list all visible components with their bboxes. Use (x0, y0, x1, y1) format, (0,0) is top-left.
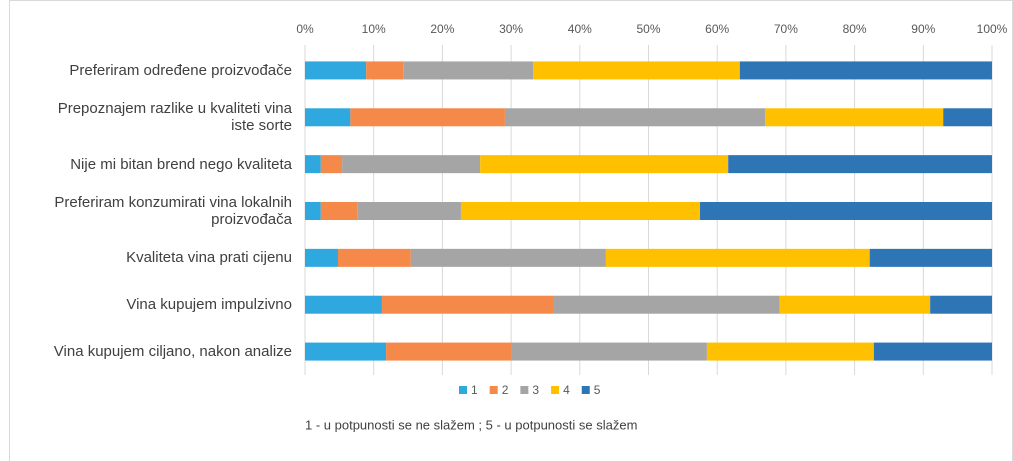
bar-segment (342, 155, 481, 174)
legend-swatch (489, 386, 498, 394)
bar-segment (305, 248, 338, 267)
bar-segment (700, 202, 992, 220)
bar-segment (873, 342, 992, 361)
bar-segment (779, 295, 931, 314)
bar-segment (706, 342, 874, 361)
bar-segment (381, 295, 554, 314)
bar-segment (305, 61, 367, 80)
bar-segment (511, 342, 707, 361)
legend-label: 5 (594, 383, 601, 397)
bar-segment (357, 202, 461, 220)
bar-segment (739, 61, 992, 80)
x-tick-label: 100% (977, 22, 1008, 36)
bar-segment (930, 295, 992, 314)
x-tick-label: 20% (430, 22, 454, 36)
x-tick-label: 70% (774, 22, 798, 36)
bar-segment (320, 155, 343, 174)
bar-segment (480, 155, 729, 174)
x-tick-label: 90% (911, 22, 935, 36)
category-label: Preferiram konzumirati vina lokalnih pro… (54, 194, 292, 228)
legend-label: 1 (471, 383, 478, 397)
bar-segment (305, 202, 321, 220)
category-label: Vina kupujem ciljano, nakon analize (53, 343, 292, 361)
bar-segment (305, 155, 321, 174)
bar-segment (605, 248, 870, 267)
legend-swatch (459, 386, 467, 394)
bar-segment (386, 342, 512, 361)
bar-segment (533, 61, 740, 80)
category-label: Prepoznajem razlike u kvaliteti vina ist… (57, 100, 292, 135)
bar-segment (337, 248, 411, 267)
x-tick-label: 50% (636, 22, 660, 36)
bar-segment (728, 155, 992, 174)
bar-segment (765, 108, 944, 127)
x-tick-label: 60% (705, 22, 729, 36)
legend-label: 3 (532, 383, 539, 397)
bar-segment (305, 342, 387, 361)
bar-segment (403, 61, 534, 80)
legend-swatch (581, 386, 590, 394)
note: 1 - u potpunosti se ne slažem ; 5 - u po… (305, 417, 637, 432)
bar-segment (553, 295, 780, 314)
bar-segment (410, 248, 606, 267)
bar-segment (320, 202, 358, 220)
legend-label: 2 (502, 383, 509, 397)
bar-segment (305, 295, 382, 314)
x-tick-label: 10% (362, 22, 386, 36)
x-tick-label: 80% (843, 22, 867, 36)
legend-swatch (551, 386, 560, 394)
bar-segment (869, 248, 992, 267)
legend-swatch (520, 386, 529, 394)
bar-segment (943, 108, 992, 127)
category-label: Vina kupujem impulzivno (126, 296, 292, 314)
bar-segment (350, 108, 505, 127)
bar-segment (366, 61, 404, 80)
category-label: Kvaliteta vina prati cijenu (126, 249, 292, 267)
x-tick-label: 40% (568, 22, 592, 36)
x-tick-label: 0% (296, 22, 314, 36)
category-label: Nije mi bitan brend nego kvaliteta (70, 155, 292, 173)
x-tick-label: 30% (499, 22, 523, 36)
bar-segment (504, 108, 766, 127)
category-label: Preferiram određene proizvođače (69, 61, 292, 79)
bar-segment (460, 202, 701, 220)
bar-segment (305, 108, 351, 127)
legend-label: 4 (563, 383, 570, 397)
